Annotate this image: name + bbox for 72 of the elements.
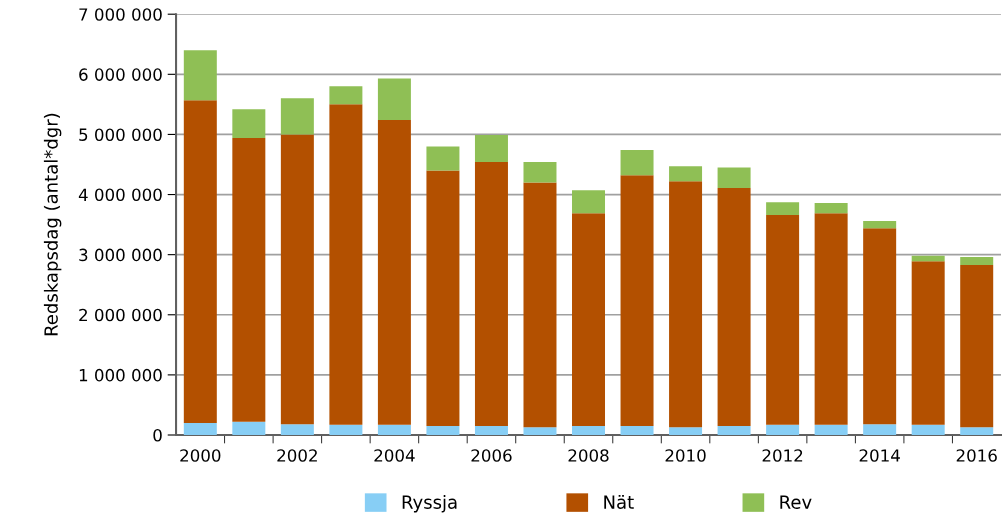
bar [766, 424, 800, 435]
x-tick-label: 2014 [859, 449, 900, 462]
bar [426, 170, 460, 426]
y-axis-title: Redskapsdag (antal*dgr) [43, 113, 62, 336]
bar [329, 424, 363, 435]
x-tick-label: 2004 [374, 449, 415, 462]
bar [377, 78, 411, 120]
bar [474, 425, 508, 435]
bar [426, 425, 460, 435]
y-tick-label: 4 000 000 [78, 188, 162, 202]
bar [911, 261, 945, 425]
x-tick-label: 2012 [762, 449, 803, 462]
bar [183, 100, 217, 423]
bar [280, 134, 314, 425]
legend-label: Nät [604, 495, 634, 509]
bar [474, 162, 508, 426]
bar [572, 190, 606, 214]
bar [911, 424, 945, 435]
bar [960, 427, 994, 435]
y-tick-label: 2 000 000 [79, 308, 162, 322]
x-tick-label: 2006 [471, 449, 512, 462]
bar [620, 175, 654, 426]
x-tick-label: 2000 [180, 449, 221, 462]
y-tick-label: 3 000 000 [79, 248, 162, 262]
bar [572, 213, 606, 426]
legend-label: Rev [780, 495, 812, 509]
bar [329, 104, 363, 425]
x-tick-label: 2016 [956, 449, 997, 462]
bar [814, 424, 848, 435]
bar [814, 202, 848, 214]
bar [766, 202, 800, 215]
bar [377, 424, 411, 435]
bar [280, 424, 314, 435]
bar [911, 255, 945, 262]
bar [523, 162, 557, 183]
bar [766, 214, 800, 425]
bar [232, 109, 266, 139]
y-tick-label: 1 000 000 [79, 368, 162, 382]
x-tick-label: 2008 [568, 449, 609, 462]
bar [183, 50, 217, 101]
bar [669, 181, 703, 428]
x-tick-label: 2010 [665, 449, 706, 462]
bar [426, 146, 460, 171]
bar [523, 182, 557, 428]
bar [329, 86, 363, 105]
x-tick-label: 2002 [277, 449, 317, 462]
bar [717, 187, 751, 426]
bar [669, 166, 703, 182]
y-tick-label: 7 000 000 [79, 8, 162, 21]
bar [814, 213, 848, 425]
bar [474, 135, 508, 163]
bar [717, 167, 751, 188]
bar [377, 120, 411, 425]
bar [863, 228, 897, 425]
bar [669, 427, 703, 435]
y-tick-label: 0 [153, 428, 162, 442]
bar [620, 150, 654, 176]
y-tick-label: 5 000 000 [79, 128, 162, 141]
bar [572, 425, 606, 435]
bar [863, 424, 897, 435]
y-tick-label: 6 000 000 [79, 68, 162, 81]
bar [620, 425, 654, 435]
bar [717, 425, 751, 435]
bar [523, 427, 557, 435]
bar [183, 422, 217, 435]
legend-label: Ryssja [402, 494, 457, 513]
bar [232, 421, 266, 435]
bar [960, 257, 994, 265]
bar [863, 221, 897, 229]
bar [232, 138, 266, 422]
bar [280, 98, 314, 135]
bar [960, 264, 994, 428]
